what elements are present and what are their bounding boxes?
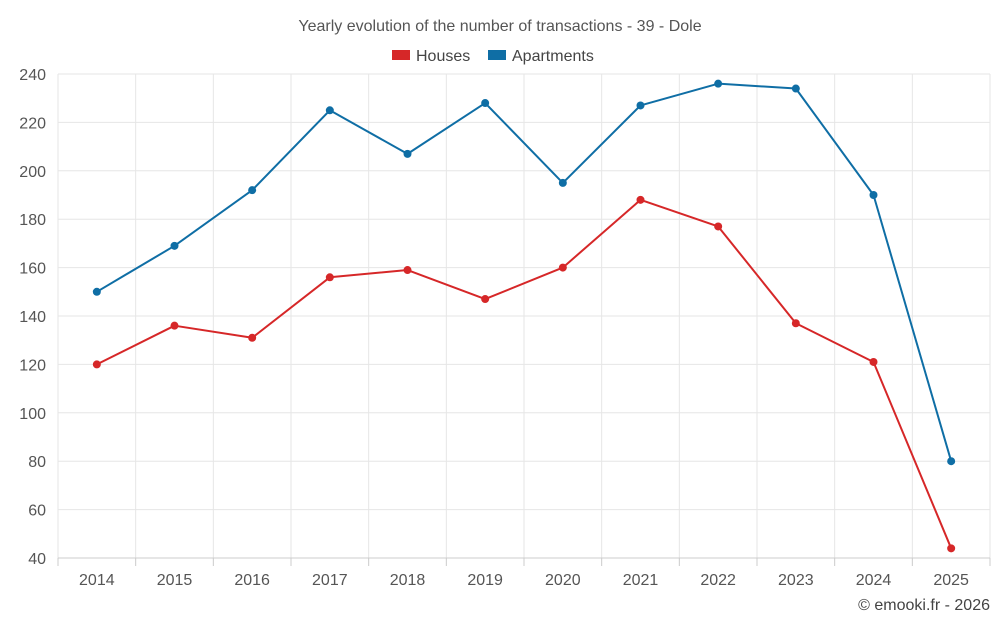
x-tick-label: 2020 [545, 572, 581, 589]
series-line-apartments [96, 82, 953, 462]
y-tick-label: 240 [19, 67, 46, 84]
x-tick-label: 2017 [312, 572, 348, 589]
y-tick-label: 80 [28, 454, 46, 471]
legend-item-houses[interactable]: Houses [392, 48, 470, 65]
legend-label-houses: Houses [416, 48, 470, 65]
data-point-apartments[interactable] [947, 457, 956, 466]
data-point-houses[interactable] [248, 333, 257, 342]
series-houses [92, 195, 956, 553]
x-tick-label: 2014 [79, 572, 115, 589]
x-tick-label: 2015 [157, 572, 193, 589]
data-point-houses[interactable] [869, 357, 878, 366]
legend-label-apartments: Apartments [512, 48, 594, 65]
data-point-apartments[interactable] [869, 191, 878, 199]
x-tick-label: 2022 [700, 572, 736, 589]
data-point-houses[interactable] [714, 222, 723, 231]
data-point-apartments[interactable] [481, 99, 490, 108]
y-tick-label: 200 [19, 164, 46, 181]
data-point-apartments[interactable] [325, 106, 334, 115]
data-point-houses[interactable] [481, 295, 490, 304]
data-point-apartments[interactable] [558, 178, 567, 187]
x-tick-label: 2016 [234, 572, 270, 589]
y-tick-label: 220 [19, 115, 46, 132]
series [92, 79, 956, 553]
data-point-houses[interactable] [636, 195, 645, 204]
data-point-houses[interactable] [170, 321, 179, 330]
data-point-apartments[interactable] [714, 79, 723, 88]
legend: Houses Apartments [392, 48, 594, 65]
y-tick-label: 100 [19, 406, 46, 423]
y-tick-label: 60 [28, 503, 46, 520]
x-tick-label: 2024 [856, 572, 892, 589]
x-tick-label: 2025 [933, 572, 969, 589]
data-point-houses[interactable] [558, 263, 567, 272]
legend-swatch-apartments [488, 50, 506, 60]
y-tick-label: 140 [19, 309, 46, 326]
x-tick-label: 2018 [390, 572, 426, 589]
data-point-apartments[interactable] [636, 101, 645, 110]
data-point-houses[interactable] [92, 360, 101, 369]
chart-title: Yearly evolution of the number of transa… [298, 18, 701, 35]
data-point-apartments[interactable] [92, 287, 101, 296]
data-point-apartments[interactable] [791, 84, 800, 93]
data-point-apartments[interactable] [170, 241, 179, 250]
y-tick-label: 40 [28, 551, 46, 568]
data-point-apartments[interactable] [403, 149, 412, 158]
data-point-houses[interactable] [947, 544, 956, 553]
series-apartments [92, 79, 956, 466]
x-tick-label: 2023 [778, 572, 814, 589]
legend-swatch-houses [392, 50, 410, 60]
data-point-houses[interactable] [403, 266, 412, 275]
y-axis: 40 60 80 100 120 140 160 180 200 220 240 [19, 67, 46, 568]
data-point-houses[interactable] [791, 319, 800, 328]
legend-item-apartments[interactable]: Apartments [488, 48, 594, 65]
x-tick-label: 2021 [623, 572, 659, 589]
x-axis: 2014 2015 2016 2017 2018 2019 2020 2021 2022 2023… [57, 557, 991, 589]
data-point-houses[interactable] [325, 273, 334, 282]
data-point-apartments[interactable] [248, 186, 257, 195]
series-line-houses [96, 198, 953, 549]
credit-text: © emooki.fr - 2026 [858, 597, 990, 614]
y-tick-label: 120 [19, 357, 46, 374]
x-tick-label: 2019 [467, 572, 503, 589]
y-tick-label: 160 [19, 261, 46, 278]
y-tick-label: 180 [19, 212, 46, 229]
grid [57, 73, 991, 558]
